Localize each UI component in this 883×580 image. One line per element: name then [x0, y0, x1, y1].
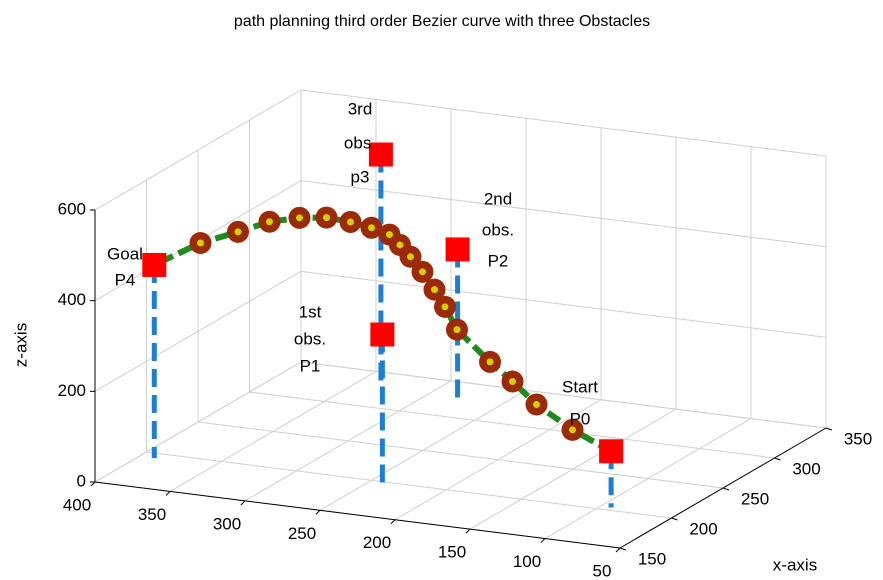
- path-point-center: [296, 214, 303, 222]
- annotation: Goal: [107, 244, 143, 263]
- control-point: [142, 252, 167, 277]
- z-axis-label: z-axis: [11, 323, 30, 367]
- z-tick-label: 200: [58, 381, 86, 400]
- tick-mark: [90, 481, 96, 487]
- annotation: p3: [351, 167, 370, 186]
- annotation: P0: [570, 409, 591, 428]
- path-point-center: [386, 231, 393, 239]
- tick-mark: [465, 528, 471, 534]
- control-point: [368, 142, 393, 167]
- x-axis-label: x-axis: [773, 555, 817, 574]
- annotation: P1: [300, 356, 321, 375]
- path-point-center: [419, 268, 426, 276]
- grid-line: [300, 361, 827, 429]
- path-point-center: [266, 218, 273, 226]
- y-tick-label: 100: [513, 552, 541, 571]
- tick-mark: [615, 547, 621, 553]
- grid-line: [469, 408, 677, 530]
- y-tick-label: 400: [63, 495, 91, 514]
- tick-mark: [390, 519, 396, 525]
- path-point-center: [441, 303, 449, 311]
- annotation: obs.: [482, 220, 514, 239]
- grid-line: [300, 89, 827, 157]
- grid-line: [249, 391, 775, 459]
- path-point-center: [509, 378, 516, 386]
- grid-line: [319, 389, 527, 511]
- tick-mark: [825, 427, 833, 431]
- path-point-center: [323, 214, 330, 222]
- annotation: P2: [488, 251, 509, 270]
- y-axis: [94, 481, 621, 549]
- grid-line: [544, 418, 752, 540]
- path-point-center: [407, 253, 414, 261]
- annotation: 3rd: [348, 99, 373, 118]
- chart-title: path planning third order Bezier curve w…: [234, 13, 650, 30]
- tick-mark: [540, 538, 546, 543]
- tick-mark: [722, 487, 730, 491]
- tick-mark: [619, 547, 627, 551]
- annotation: Start: [562, 377, 598, 396]
- z-tick-label: 0: [77, 471, 86, 490]
- grid-line: [94, 361, 302, 483]
- x-tick-label: 150: [638, 549, 666, 568]
- x-tick-label: 350: [844, 429, 872, 448]
- tick-mark: [774, 457, 781, 461]
- y-tick-label: 250: [288, 524, 316, 543]
- grid-line: [394, 399, 602, 521]
- path-point-center: [431, 286, 438, 294]
- annotation: obs.: [344, 133, 376, 152]
- grid-line: [94, 270, 302, 392]
- grid-line: [146, 451, 672, 519]
- annotation: 2nd: [484, 189, 512, 208]
- annotation: 1st: [299, 302, 322, 321]
- y-tick-label: 50: [593, 561, 612, 580]
- tick-mark: [240, 500, 246, 506]
- y-tick-label: 200: [363, 533, 391, 552]
- y-tick-label: 300: [213, 514, 241, 533]
- grid-line: [197, 421, 724, 489]
- x-tick-label: 200: [689, 519, 717, 538]
- path-point-center: [234, 228, 242, 236]
- grid-line: [94, 89, 302, 211]
- annotation: P4: [115, 270, 136, 289]
- control-point: [370, 322, 395, 347]
- control-point: [599, 439, 624, 464]
- tick-mark: [671, 517, 678, 521]
- x-tick-label: 300: [792, 459, 820, 478]
- y-tick-label: 350: [138, 505, 166, 524]
- annotation: obs.: [294, 329, 326, 348]
- x-tick-label: 250: [741, 489, 769, 508]
- grid-line: [169, 370, 377, 492]
- z-tick-label: 600: [58, 199, 86, 218]
- path-point-center: [486, 358, 494, 366]
- z-tick-label: 400: [58, 290, 86, 309]
- grid-line: [244, 380, 452, 502]
- grid-line: [300, 180, 827, 248]
- path-point-center: [569, 426, 576, 434]
- path-point-center: [533, 400, 540, 408]
- path-point-center: [453, 326, 461, 334]
- path-point-center: [396, 241, 404, 249]
- tick-mark: [315, 509, 321, 515]
- path-point-center: [347, 218, 354, 226]
- control-point: [445, 237, 470, 262]
- path-point-center: [197, 239, 204, 247]
- grid-line: [300, 270, 827, 338]
- tick-mark: [165, 491, 171, 496]
- y-tick-label: 150: [438, 543, 466, 562]
- path-point-center: [368, 224, 375, 232]
